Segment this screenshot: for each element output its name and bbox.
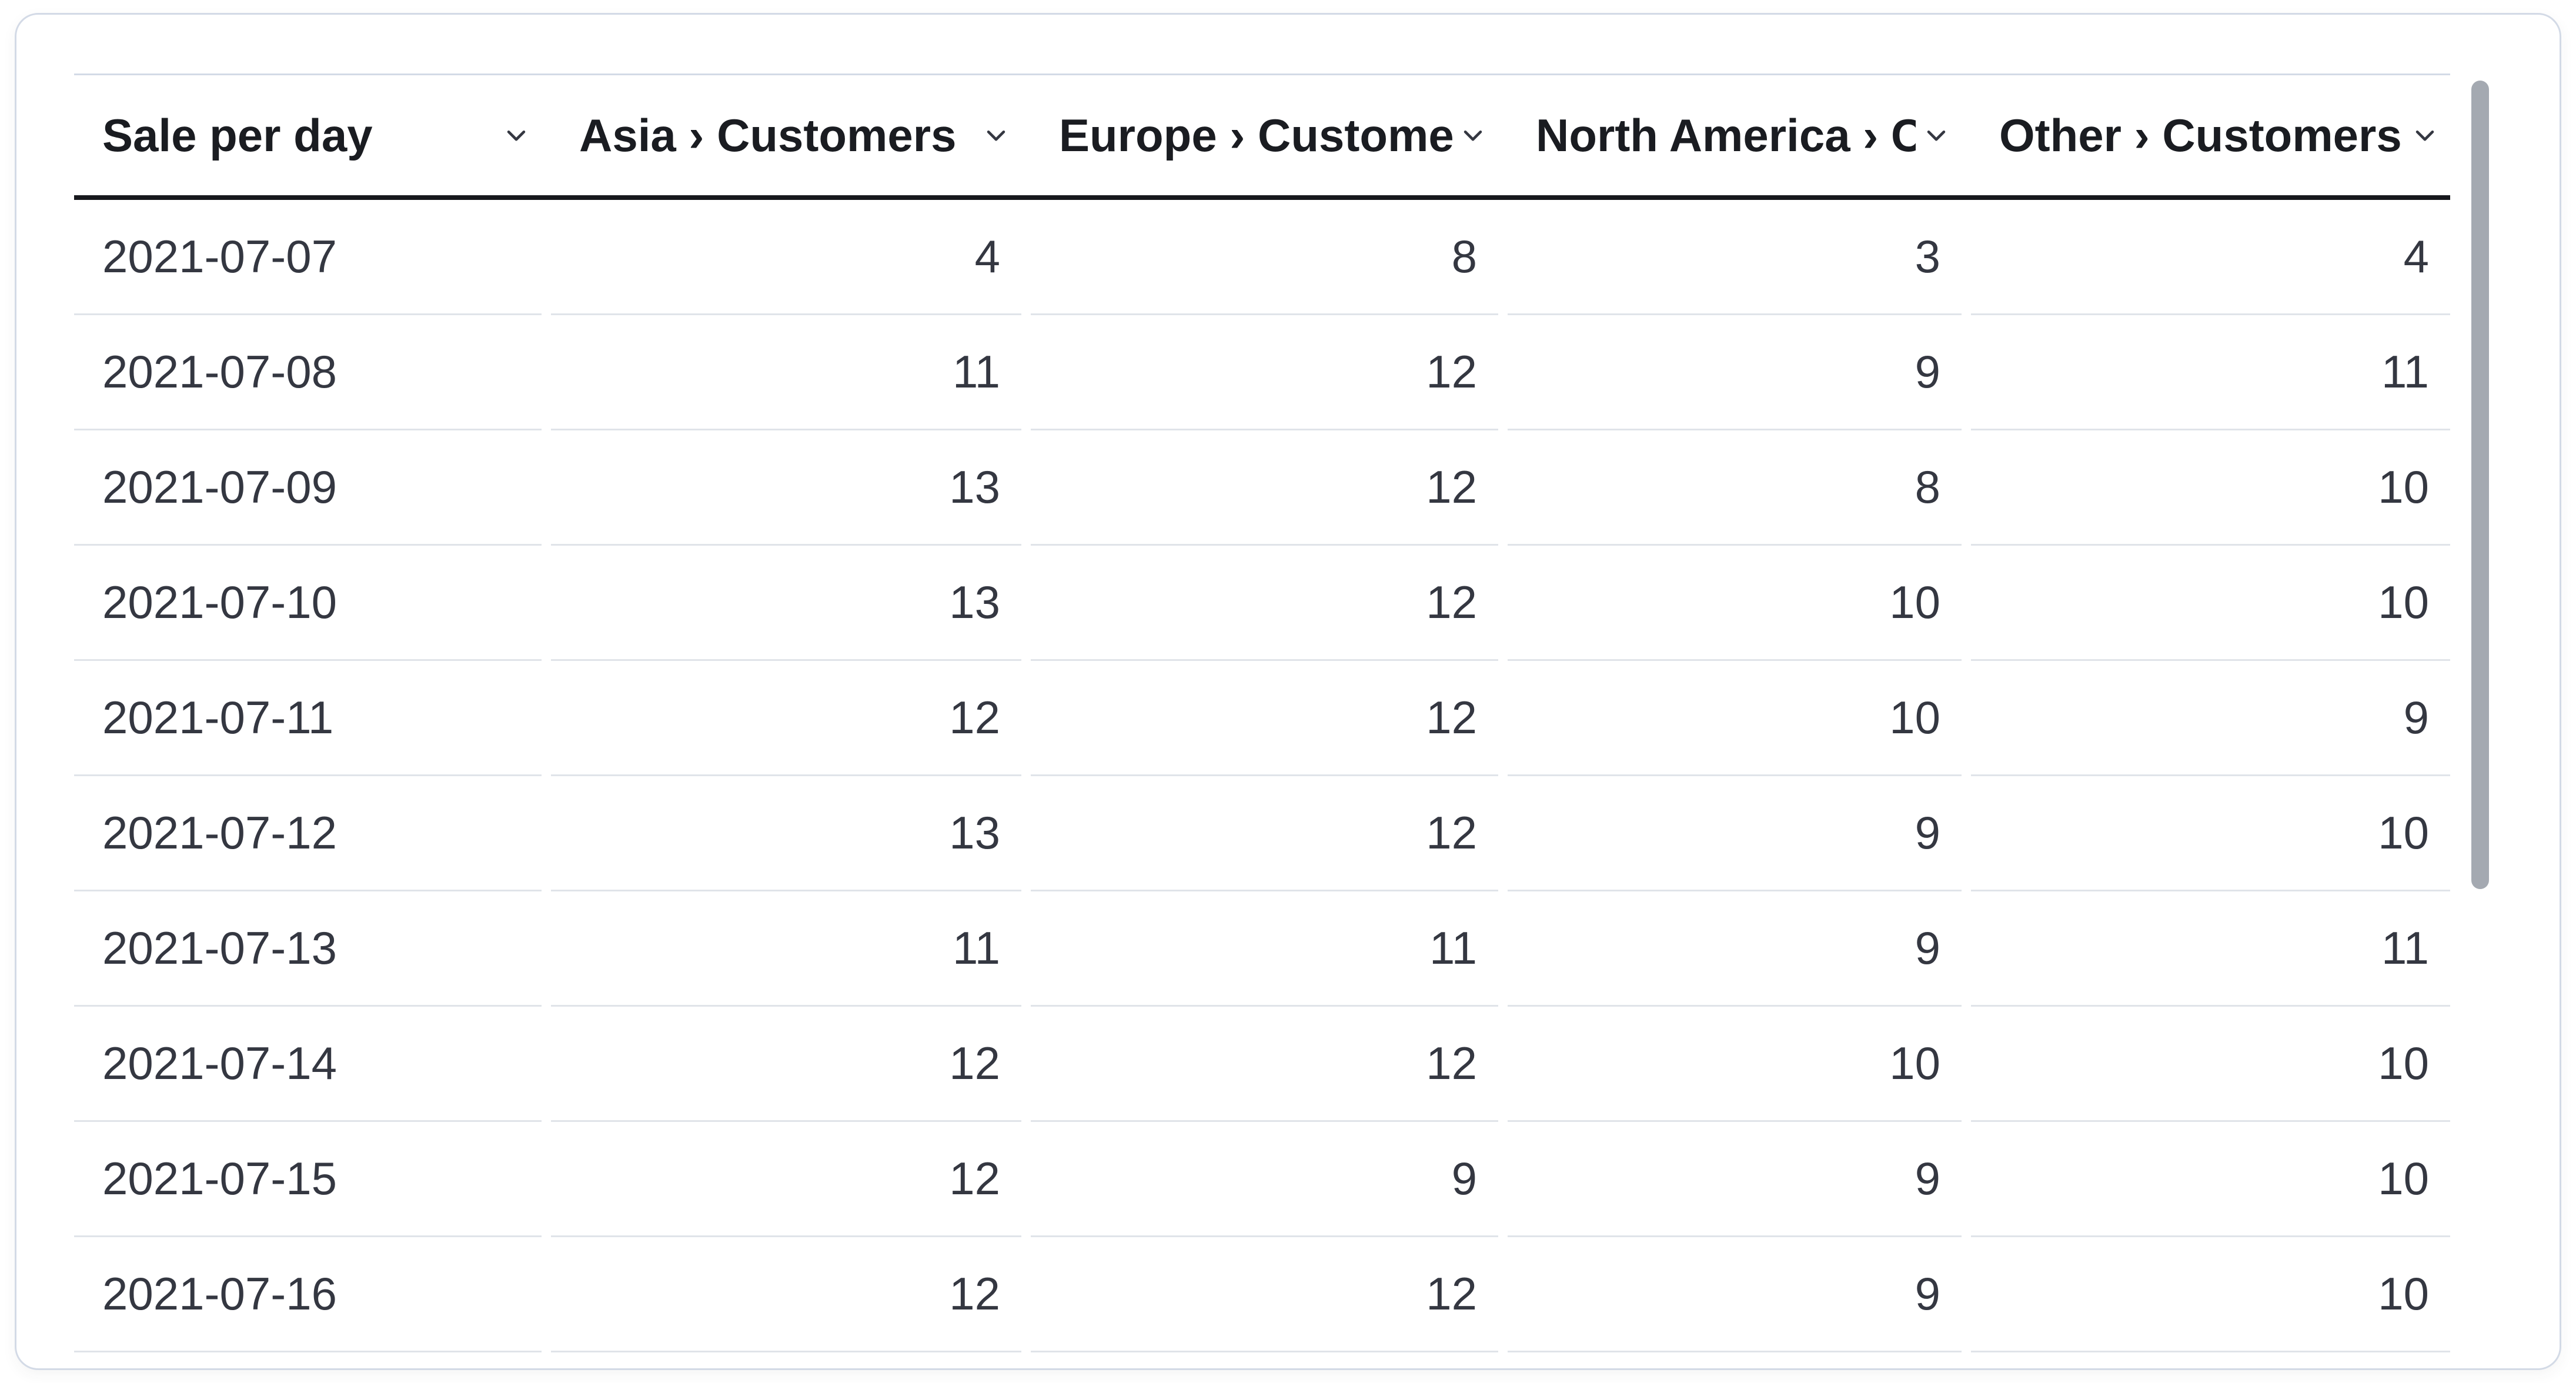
row-value-cell: 11 bbox=[1971, 315, 2450, 430]
row-value-cell: 13 bbox=[551, 776, 1021, 891]
row-value-cell: 12 bbox=[1031, 430, 1498, 546]
row-value-cell: 9 bbox=[1031, 1122, 1498, 1237]
data-table-card: Sale per day Asia › Customers Europe › Cus… bbox=[15, 13, 2561, 1370]
row-value-cell: 9 bbox=[1508, 315, 1962, 430]
row-date-cell: 2021-07-12 bbox=[74, 776, 542, 891]
row-value-cell: 8 bbox=[1031, 200, 1498, 315]
chevron-down-icon[interactable] bbox=[1923, 122, 1950, 149]
chevron-down-icon[interactable] bbox=[983, 122, 1010, 149]
row-date-cell: 2021-07-13 bbox=[74, 891, 542, 1007]
row-date-cell: 2021-07-08 bbox=[74, 315, 542, 430]
row-value-cell: 12 bbox=[1031, 776, 1498, 891]
table-row: 2021-07-14 12 12 10 10 bbox=[74, 1007, 2450, 1122]
chevron-down-icon[interactable] bbox=[2411, 122, 2438, 149]
row-value-cell: 9 bbox=[1508, 776, 1962, 891]
column-header-label: Europe › Customers bbox=[1059, 109, 1452, 161]
table-row: 2021-07-11 12 12 10 9 bbox=[74, 661, 2450, 776]
row-value-cell: 12 bbox=[551, 1237, 1021, 1352]
row-value-cell: 10 bbox=[1971, 1122, 2450, 1237]
row-date-cell: 2021-07-15 bbox=[74, 1122, 542, 1237]
row-value-cell: 3 bbox=[1508, 200, 1962, 315]
row-value-cell: 10 bbox=[1971, 1237, 2450, 1352]
table-row: 2021-07-15 12 9 9 10 bbox=[74, 1122, 2450, 1237]
table-row: 2021-07-16 12 12 9 10 bbox=[74, 1237, 2450, 1352]
row-value-cell: 10 bbox=[1508, 1007, 1962, 1122]
table-row: 2021-07-09 13 12 8 10 bbox=[74, 430, 2450, 546]
row-value-cell: 13 bbox=[551, 546, 1021, 661]
row-value-cell: 10 bbox=[1971, 1007, 2450, 1122]
row-value-cell: 10 bbox=[1971, 546, 2450, 661]
data-table: Sale per day Asia › Customers Europe › Cus… bbox=[74, 74, 2450, 1352]
row-value-cell: 12 bbox=[1031, 315, 1498, 430]
table-body: 2021-07-07 4 8 3 4 2021-07-08 11 12 9 11 2021-07-0… bbox=[74, 200, 2450, 1352]
row-date-cell: 2021-07-07 bbox=[74, 200, 542, 315]
table-row: 2021-07-12 13 12 9 10 bbox=[74, 776, 2450, 891]
row-value-cell: 11 bbox=[551, 891, 1021, 1007]
table-row: 2021-07-13 11 11 9 11 bbox=[74, 891, 2450, 1007]
row-value-cell: 4 bbox=[1971, 200, 2450, 315]
row-date-cell: 2021-07-14 bbox=[74, 1007, 542, 1122]
table-header-row: Sale per day Asia › Customers Europe › Cus… bbox=[74, 74, 2450, 200]
row-value-cell: 9 bbox=[1971, 661, 2450, 776]
row-date-cell: 2021-07-09 bbox=[74, 430, 542, 546]
column-header-label: North America › Customers bbox=[1536, 109, 1916, 161]
row-value-cell: 8 bbox=[1508, 430, 1962, 546]
row-value-cell: 9 bbox=[1508, 1237, 1962, 1352]
column-header-label: Other › Customers bbox=[1999, 109, 2402, 161]
row-value-cell: 12 bbox=[1031, 661, 1498, 776]
row-date-cell: 2021-07-11 bbox=[74, 661, 542, 776]
row-value-cell: 12 bbox=[551, 1122, 1021, 1237]
table-row: 2021-07-10 13 12 10 10 bbox=[74, 546, 2450, 661]
vertical-scrollbar[interactable] bbox=[2471, 81, 2489, 889]
column-header-label: Asia › Customers bbox=[579, 109, 957, 161]
row-value-cell: 10 bbox=[1971, 776, 2450, 891]
table-row: 2021-07-07 4 8 3 4 bbox=[74, 200, 2450, 315]
row-date-cell: 2021-07-10 bbox=[74, 546, 542, 661]
table-row: 2021-07-08 11 12 9 11 bbox=[74, 315, 2450, 430]
column-header-europe-customers[interactable]: Europe › Customers bbox=[1031, 75, 1498, 195]
row-value-cell: 13 bbox=[551, 430, 1021, 546]
chevron-down-icon[interactable] bbox=[1459, 122, 1486, 149]
column-header-label: Sale per day bbox=[102, 109, 373, 161]
row-value-cell: 4 bbox=[551, 200, 1021, 315]
row-value-cell: 10 bbox=[1508, 546, 1962, 661]
row-value-cell: 10 bbox=[1508, 661, 1962, 776]
row-value-cell: 9 bbox=[1508, 1122, 1962, 1237]
row-value-cell: 11 bbox=[1971, 891, 2450, 1007]
row-date-cell: 2021-07-16 bbox=[74, 1237, 542, 1352]
column-header-asia-customers[interactable]: Asia › Customers bbox=[551, 75, 1021, 195]
row-value-cell: 12 bbox=[1031, 1007, 1498, 1122]
row-value-cell: 10 bbox=[1971, 430, 2450, 546]
row-value-cell: 11 bbox=[1031, 891, 1498, 1007]
column-header-north-america-customers[interactable]: North America › Customers bbox=[1508, 75, 1962, 195]
column-header-sale-per-day[interactable]: Sale per day bbox=[74, 75, 542, 195]
row-value-cell: 12 bbox=[551, 661, 1021, 776]
chevron-down-icon[interactable] bbox=[503, 122, 530, 149]
row-value-cell: 12 bbox=[1031, 1237, 1498, 1352]
row-value-cell: 12 bbox=[1031, 546, 1498, 661]
row-value-cell: 12 bbox=[551, 1007, 1021, 1122]
row-value-cell: 9 bbox=[1508, 891, 1962, 1007]
row-value-cell: 11 bbox=[551, 315, 1021, 430]
column-header-other-customers[interactable]: Other › Customers bbox=[1971, 75, 2450, 195]
